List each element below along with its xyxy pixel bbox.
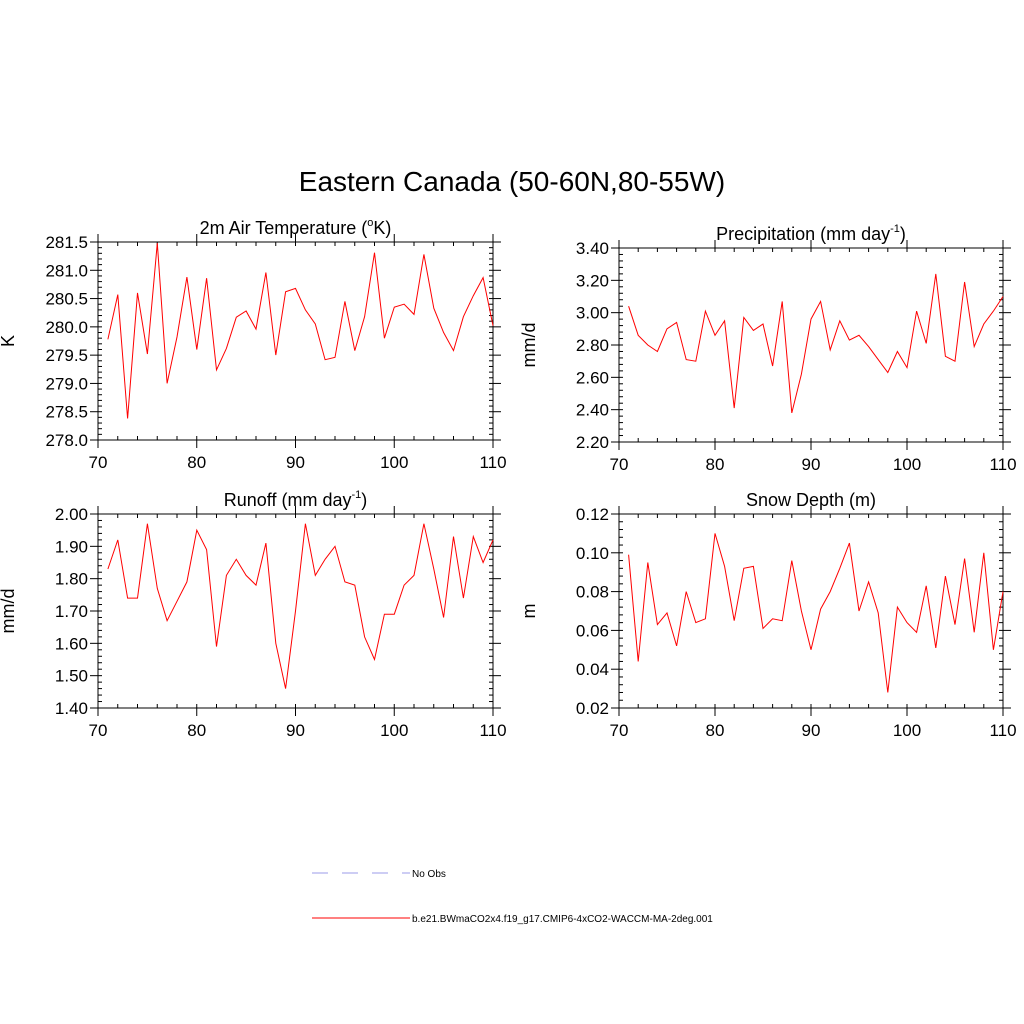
- precipitation-xtick-label: 90: [802, 455, 821, 474]
- legend: No Obs b.e21.BWmaCO2x4.f19_g17.CMIP6-4xC…: [312, 869, 713, 925]
- precipitation-frame: [618, 247, 1004, 443]
- snow-depth-xtick-label: 70: [610, 721, 629, 740]
- temperature-panel: 278.0 278.5 279.0 279.5 280.0 280.5 281.0 281.5…: [0, 217, 507, 472]
- snow-depth-ytick-label: 0.10: [576, 544, 609, 563]
- runoff-xtick-label: 70: [89, 721, 108, 740]
- runoff-ytick-label: 1.50: [55, 667, 88, 686]
- precipitation-ytick-label: 3.20: [576, 271, 609, 290]
- temperature-xtick-label: 100: [380, 453, 408, 472]
- precipitation-xtick-label: 70: [610, 455, 629, 474]
- temperature-ytick-label: 279.5: [45, 346, 88, 365]
- temperature-xtick-label: 90: [286, 453, 305, 472]
- precipitation-xtick-label: 110: [989, 455, 1016, 474]
- snow-depth-xtick-label: 100: [893, 721, 921, 740]
- temperature-ytick-label: 279.0: [45, 374, 88, 393]
- temperature-ylabel: K: [0, 335, 18, 347]
- runoff-ytick-label: 1.60: [55, 634, 88, 653]
- runoff-panel: 1.40 1.50 1.60 1.70 1.80 1.90 2.00 70 80 90 100 110…: [0, 489, 507, 740]
- precipitation-xtick-label: 80: [706, 455, 725, 474]
- snow-depth-ytick-label: 0.02: [576, 699, 609, 718]
- snow-depth-ytick-label: 0.12: [576, 505, 609, 524]
- runoff-xtick-label: 100: [380, 721, 408, 740]
- runoff-ylabel: mm/d: [0, 589, 18, 634]
- legend-model-label: b.e21.BWmaCO2x4.f19_g17.CMIP6-4xCO2-WACC…: [412, 914, 713, 925]
- precipitation-series-line: [628, 273, 1004, 414]
- snow-depth-title: Snow Depth (m): [746, 490, 876, 510]
- precipitation-xtick-label: 100: [893, 455, 921, 474]
- runoff-ytick-label: 1.90: [55, 537, 88, 556]
- snow-depth-series-line: [628, 533, 1004, 693]
- snow-depth-ytick-label: 0.06: [576, 621, 609, 640]
- runoff-xtick-label: 90: [286, 721, 305, 740]
- runoff-title: Runoff (mm day-1): [224, 489, 368, 510]
- runoff-ytick-label: 1.70: [55, 602, 88, 621]
- temperature-frame: [97, 241, 494, 441]
- temperature-ytick-label: 280.0: [45, 318, 88, 337]
- snow-depth-xtick-label: 90: [802, 721, 821, 740]
- snow-depth-xtick-label: 110: [989, 721, 1016, 740]
- snow-depth-panel: 0.02 0.04 0.06 0.08 0.10 0.12 70 80 90 100 110 m Sno…: [519, 490, 1017, 740]
- precipitation-ytick-label: 2.40: [576, 401, 609, 420]
- temperature-ytick-label: 280.5: [45, 290, 88, 309]
- runoff-series-line: [107, 523, 494, 689]
- temperature-xtick-label: 110: [479, 453, 506, 472]
- temperature-ytick-label: 281.0: [45, 261, 88, 280]
- snow-depth-frame: [618, 513, 1004, 709]
- snow-depth-ylabel: m: [519, 604, 539, 619]
- snow-depth-ytick-label: 0.04: [576, 660, 609, 679]
- precipitation-panel: 2.20 2.40 2.60 2.80 3.00 3.20 3.40 70 80 90 100 110…: [519, 223, 1017, 474]
- temperature-series-line: [107, 243, 494, 419]
- precipitation-title: Precipitation (mm day-1): [716, 223, 906, 244]
- snow-depth-ytick-label: 0.08: [576, 583, 609, 602]
- temperature-title: 2m Air Temperature (oK): [200, 217, 392, 238]
- precipitation-ytick-label: 2.60: [576, 368, 609, 387]
- runoff-ytick-label: 1.40: [55, 699, 88, 718]
- precipitation-ytick-label: 3.00: [576, 304, 609, 323]
- snow-depth-xtick-label: 80: [706, 721, 725, 740]
- precipitation-ytick-label: 3.40: [576, 239, 609, 258]
- precipitation-ylabel: mm/d: [519, 323, 539, 368]
- precipitation-ytick-label: 2.20: [576, 433, 609, 452]
- figure-title: Eastern Canada (50-60N,80-55W): [298, 166, 726, 197]
- runoff-ytick-label: 2.00: [55, 505, 88, 524]
- temperature-ytick-label: 281.5: [45, 233, 88, 252]
- legend-no-obs-label: No Obs: [412, 869, 446, 880]
- temperature-xtick-label: 80: [187, 453, 206, 472]
- precipitation-ytick-label: 2.80: [576, 336, 609, 355]
- temperature-ytick-label: 278.0: [45, 431, 88, 450]
- panels: 278.0 278.5 279.0 279.5 280.0 280.5 281.0 281.5…: [0, 217, 1017, 740]
- runoff-ytick-label: 1.80: [55, 570, 88, 589]
- temperature-ytick-label: 278.5: [45, 403, 88, 422]
- temperature-xtick-label: 70: [89, 453, 108, 472]
- runoff-xtick-label: 80: [187, 721, 206, 740]
- runoff-xtick-label: 110: [479, 721, 506, 740]
